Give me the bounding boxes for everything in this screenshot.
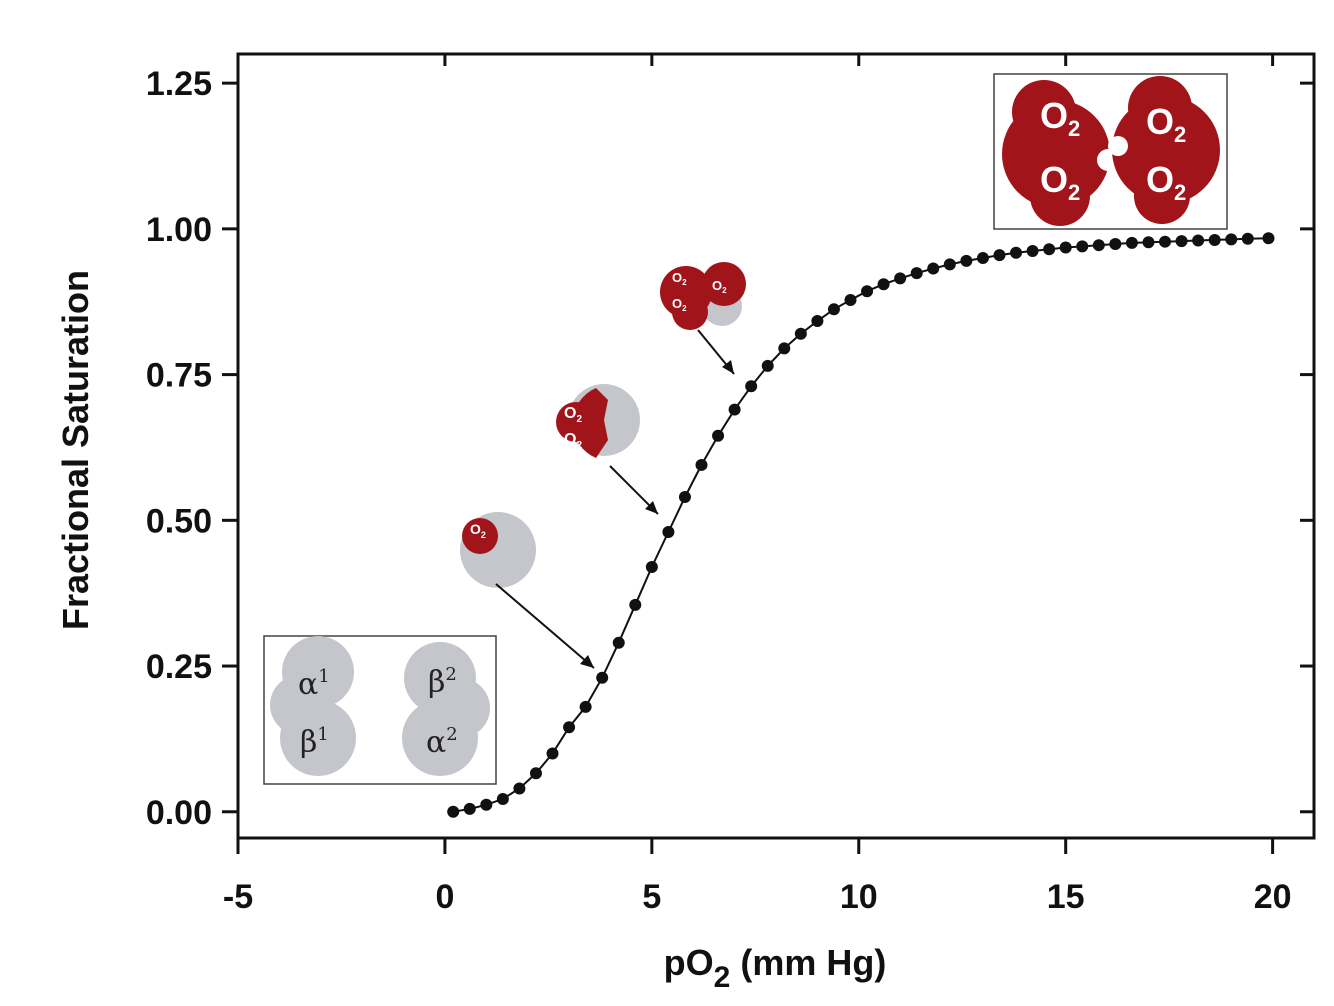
data-point [778,342,791,355]
data-points [447,232,1275,818]
x-axis-title: pO2 (mm Hg) [664,942,887,994]
data-point [546,747,559,760]
data-point [745,380,758,393]
data-point [861,285,874,298]
x-tick-label: 10 [840,878,878,916]
data-point [579,700,592,713]
y-tick-label: 0.00 [146,794,212,832]
data-point [712,429,725,442]
data-point [496,792,509,805]
two-o2-bound-annotation: O2 O2 [556,384,659,515]
data-point [1059,241,1072,254]
deoxy-hemoglobin-annotation: α1 β2 β1 α2 [263,635,497,785]
data-point [629,598,642,611]
data-point [678,491,691,504]
two-o2-label-bottom: O2 [564,431,582,451]
data-point [993,249,1006,262]
data-point [612,636,625,649]
oxy-hemoglobin-annotation: O2 O2 O2 O2 [993,73,1228,230]
y-tick-label: 0.25 [146,648,212,686]
data-point [877,278,890,291]
full-o2-label-4: O2 [1146,159,1186,205]
three-o2-label-1: O2 [672,270,687,287]
data-point [844,293,857,306]
data-point [596,671,609,684]
data-point [645,560,658,573]
one-o2-label: O2 [470,521,486,540]
data-point [1010,246,1023,259]
data-point [943,258,956,271]
data-point [1109,238,1122,251]
data-point [1192,234,1205,247]
fit-line [453,237,1269,813]
x-tick-label: -5 [223,878,253,916]
data-point [463,802,476,815]
plot-frame [236,52,1316,840]
data-point [1026,245,1039,258]
one-o2-bound-annotation: O2 [460,512,595,669]
data-point [1175,235,1188,248]
data-point [927,262,940,275]
y-axis-title: Fractional Saturation [55,270,96,630]
data-point [894,272,907,285]
data-point [910,267,923,280]
data-point [1092,239,1105,252]
beta1-label: β1 [300,724,329,760]
full-o2-label-2: O2 [1146,101,1186,147]
data-point [1208,233,1221,246]
y-tick-label: 1.00 [146,211,212,249]
data-point [1262,232,1275,245]
data-point [1225,233,1238,246]
data-point [695,458,708,471]
data-point [480,798,493,811]
full-o2-label-1: O2 [1040,95,1080,141]
three-o2-label-3: O2 [672,296,687,313]
data-point [447,805,460,818]
axis-ticks: -5 0 5 10 15 20 0.00 0.25 0.50 0.75 1.00 1.25 [146,54,1314,916]
data-point [1043,243,1056,256]
data-point [761,359,774,372]
data-point [827,303,840,316]
y-tick-label: 0.50 [146,502,212,540]
data-point [529,767,542,780]
y-tick-label: 1.25 [146,65,212,103]
y-tick-label: 0.75 [146,357,212,395]
three-o2-bound-annotation: O2 O2 O2 [660,262,746,375]
data-point [794,327,807,340]
data-point [1125,236,1138,249]
beta2-label: β2 [428,664,457,700]
data-point [960,254,973,267]
data-point [1142,236,1155,249]
alpha2-label: α2 [426,724,458,760]
data-point [811,314,824,327]
data-point [662,525,675,538]
x-tick-label: 15 [1047,878,1085,916]
deoxy-subunit-left [270,636,384,776]
data-point [1241,232,1254,245]
three-o2-label-2: O2 [712,278,727,295]
x-tick-label: 0 [435,878,454,916]
data-point [728,403,741,416]
data-point [1159,235,1172,248]
arrow-one-o2 [495,583,595,669]
two-o2-label-top: O2 [564,405,582,425]
full-o2-label-3: O2 [1040,159,1080,205]
data-point [1076,240,1089,253]
data-point [513,782,526,795]
alpha1-label: α1 [298,666,330,702]
x-tick-label: 5 [642,878,661,916]
x-tick-label: 20 [1254,878,1292,916]
data-point [563,721,576,734]
fit-curve [453,237,1269,813]
deoxy-subunit-right [382,642,490,776]
data-point [976,252,989,265]
